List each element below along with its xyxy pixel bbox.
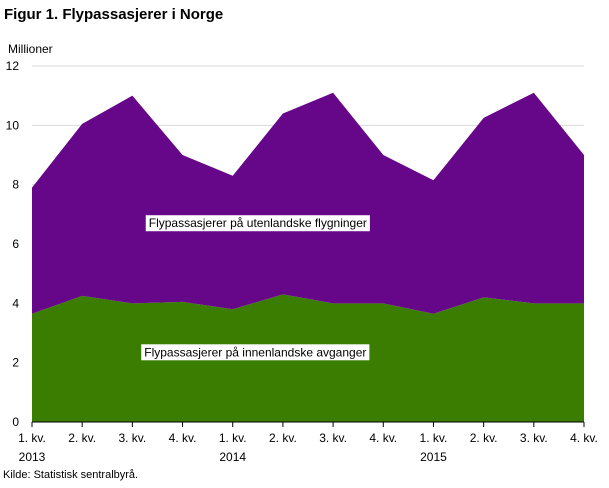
series-label-text-1: Flypassasjerer på innenlandske avganger [144,345,366,359]
x-tick-label-11: 4. kv. [570,431,598,445]
y-tick-label-5: 10 [6,118,20,132]
y-tick-label-1: 2 [12,356,19,370]
y-tick-label-2: 4 [12,296,19,310]
y-axis-ticks: 0 2 4 6 8 10 12 [6,59,20,429]
x-tick-label-2: 3. kv. [118,431,146,445]
x-tick-label-10: 3. kv. [520,431,548,445]
x-axis-ticks: 1. kv. 2. kv. 3. kv. 4. kv. 1. kv. 2. kv. 3. k… [18,422,598,464]
series-labels: Flypassasjerer på utenlandske flygninger… [141,215,370,361]
x-tick-label-4: 1. kv. [219,431,247,445]
x-tick-label-0: 1. kv. [18,431,46,445]
series-label-box-1 [141,344,370,361]
series-label-text-0: Flypassasjerer på utenlandske flygninger [149,216,367,230]
y-tick-label-6: 12 [6,59,20,73]
series-label-0: Flypassasjerer på utenlandske flygninger [145,215,370,232]
chart-title: Figur 1. Flypassasjerer i Norge [4,6,224,23]
x-tick-label-8: 1. kv. [420,431,448,445]
y-tick-label-3: 6 [12,237,19,251]
series-label-box-0 [145,215,370,232]
x-year-label-2: 2015 [420,450,447,464]
x-tick-label-3: 4. kv. [169,431,197,445]
area-series [32,92,584,423]
x-tick-label-5: 2. kv. [269,431,297,445]
y-tick-label-0: 0 [12,415,19,429]
x-tick-label-9: 2. kv. [470,431,498,445]
x-tick-label-6: 3. kv. [319,431,347,445]
x-tick-label-1: 2. kv. [68,431,96,445]
series-label-1: Flypassasjerer på innenlandske avganger [141,344,370,361]
x-year-label-0: 2013 [19,450,46,464]
source-note: Kilde: Statistisk sentralbyrå. [3,469,139,481]
x-year-label-1: 2014 [219,450,246,464]
area-series-1 [32,92,584,314]
y-axis-unit-label: Millioner [8,42,53,56]
x-tick-label-7: 4. kv. [369,431,397,445]
y-tick-label-4: 8 [12,178,19,192]
